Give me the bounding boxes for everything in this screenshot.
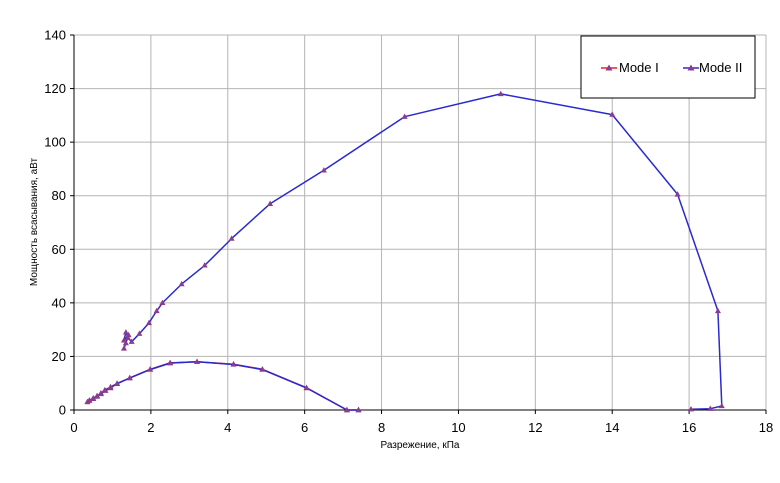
- data-point-mode-ii: [147, 366, 154, 372]
- data-point-mode-ii: [124, 334, 131, 340]
- data-point-mode-ii: [401, 113, 408, 119]
- data-point-mode-ii: [120, 337, 127, 343]
- data-point-mode-ii: [718, 402, 725, 409]
- legend-marker-mode-i: [605, 64, 613, 71]
- data-point-mode-ii: [178, 280, 185, 287]
- data-point-mode-ii: [714, 307, 721, 314]
- data-point-mode-ii: [122, 329, 129, 335]
- x-tick-label: 14: [605, 420, 619, 435]
- legend-marker-mode-ii: [687, 64, 695, 71]
- data-point-mode-ii: [201, 262, 208, 268]
- y-tick-label: 0: [59, 403, 66, 418]
- y-tick-label: 140: [44, 28, 66, 43]
- data-point-mode-ii: [707, 405, 714, 411]
- y-tick-label: 120: [44, 81, 66, 96]
- data-point-mode-ii: [90, 395, 97, 401]
- data-point-mode-ii: [97, 389, 104, 396]
- data-point-mode-ii: [267, 200, 274, 206]
- data-point-mode-ii: [107, 383, 114, 390]
- data-point-mode-ii: [303, 384, 310, 391]
- x-axis-title: Разрежение, кПа: [381, 440, 460, 451]
- y-tick-label: 80: [52, 188, 66, 203]
- y-tick-label: 20: [52, 349, 66, 364]
- series-line-mode-ii: [123, 93, 723, 410]
- x-tick-label: 4: [224, 420, 231, 435]
- y-tick-label: 100: [44, 135, 66, 150]
- axes: [73, 35, 766, 411]
- y-tick-label: 60: [52, 242, 66, 257]
- series-line-mode-i: [87, 361, 359, 411]
- x-tick-label: 8: [378, 420, 385, 435]
- x-tick-labels: 0 2 4 6 8 10 12 14 16 18: [70, 410, 773, 435]
- grid: [74, 34, 767, 410]
- data-point-mode-ii: [497, 90, 504, 97]
- data-point-mode-ii: [343, 406, 350, 413]
- data-point-mode-ii: [120, 345, 127, 351]
- data-point-mode-ii: [688, 405, 695, 412]
- data-point-mode-ii: [320, 167, 327, 173]
- x-tick-label: 6: [301, 420, 308, 435]
- data-point-mode-ii: [153, 307, 160, 314]
- x-tick-label: 12: [528, 420, 542, 435]
- x-tick-label: 2: [147, 420, 154, 435]
- data-point-mode-ii: [86, 397, 93, 403]
- x-tick-label: 18: [759, 420, 773, 435]
- x-tick-label: 0: [70, 420, 77, 435]
- legend: Mode I Mode II: [580, 35, 756, 99]
- legend-label-mode-i: Mode I: [619, 60, 659, 75]
- x-tick-label: 10: [451, 420, 465, 435]
- data-point-mode-ii: [194, 358, 201, 364]
- data-point-mode-ii: [674, 191, 681, 197]
- data-point-mode-ii: [101, 386, 108, 393]
- data-point-mode-ii: [159, 299, 166, 306]
- data-point-mode-ii: [167, 359, 174, 366]
- data-point-mode-ii: [145, 319, 152, 326]
- y-tick-labels: 0 20 40 60 80 100 120 140: [44, 28, 74, 418]
- y-tick-label: 40: [52, 295, 66, 310]
- data-point-mode-ii: [230, 361, 237, 367]
- data-point-mode-ii: [355, 406, 362, 413]
- data-point-mode-ii: [259, 366, 266, 372]
- data-point-mode-ii: [136, 330, 143, 336]
- data-point-mode-ii: [128, 338, 135, 344]
- legend-label-mode-ii: Mode II: [699, 60, 742, 75]
- series-layer: [84, 90, 725, 413]
- data-point-mode-ii: [609, 111, 616, 117]
- y-axis-title: Мощность всасывания, аВт: [29, 158, 40, 287]
- data-point-mode-ii: [126, 374, 133, 381]
- data-point-mode-ii: [228, 235, 235, 241]
- series-line-mode-ii: [87, 361, 359, 411]
- x-tick-label: 16: [682, 420, 696, 435]
- data-point-mode-ii: [94, 392, 101, 399]
- data-point-mode-ii: [114, 380, 121, 386]
